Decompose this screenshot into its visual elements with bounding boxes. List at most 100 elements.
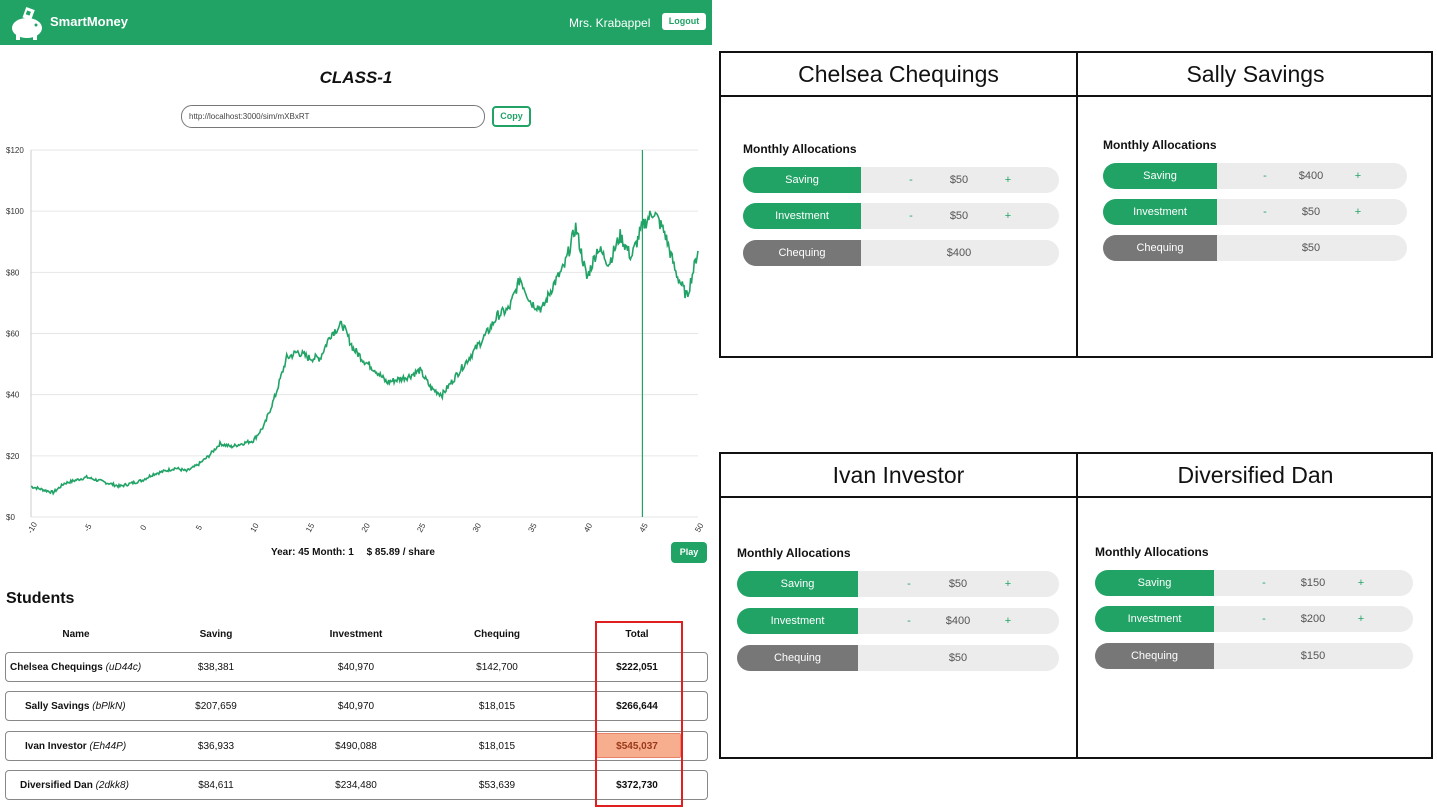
student-investment: $40,970 <box>337 701 375 712</box>
panel-title-dan: Diversified Dan <box>1177 462 1334 488</box>
student-total: $222,051 <box>616 662 658 673</box>
x-tick-label: 35 <box>526 521 539 534</box>
student-name: Sally Savings (bPlkN) <box>25 701 126 712</box>
y-tick-label: $40 <box>6 391 20 400</box>
navbar: SmartMoney Mrs. Krabappel Logout <box>0 0 712 45</box>
header-saving: Saving <box>199 629 233 640</box>
price-series-line <box>30 210 699 496</box>
chequing-tag: Chequing <box>1095 643 1214 669</box>
monthly-allocations-label: Monthly Allocations <box>743 142 857 156</box>
student-name: Diversified Dan (2dkk8) <box>20 780 129 791</box>
investment-value: $200 <box>1300 613 1326 625</box>
x-tick-label: -10 <box>26 520 40 535</box>
monthly-allocations-label: Monthly Allocations <box>1103 138 1217 152</box>
table-row[interactable]: Chelsea Chequings (uD44c) $38,381 $40,97… <box>5 652 708 682</box>
student-chequing: $142,700 <box>476 662 518 673</box>
student-total: $545,037 <box>616 741 658 752</box>
increase-button[interactable]: + <box>1004 174 1012 186</box>
saving-allocation: Saving - $50 + <box>737 571 1059 597</box>
saving-value: $50 <box>949 174 969 186</box>
student-saving: $36,933 <box>197 741 235 752</box>
chequing-tag: Chequing <box>743 240 861 266</box>
y-tick-label: $20 <box>6 452 20 461</box>
panel-divider <box>1076 53 1078 356</box>
monthly-allocations-label: Monthly Allocations <box>1095 545 1209 559</box>
x-tick-label: 30 <box>471 521 484 534</box>
investment-tag: Investment <box>1095 606 1214 632</box>
x-tick-label: 5 <box>194 523 204 532</box>
increase-button[interactable]: + <box>1357 577 1365 589</box>
x-tick-label: 20 <box>360 521 373 534</box>
investment-tag: Investment <box>743 203 861 229</box>
decrease-button[interactable]: - <box>907 578 911 590</box>
class-title: CLASS-1 <box>319 68 393 87</box>
copy-button[interactable]: Copy <box>492 106 531 127</box>
increase-button[interactable]: + <box>1004 578 1012 590</box>
y-tick-label: $0 <box>6 513 15 522</box>
increase-button[interactable]: + <box>1004 210 1012 222</box>
investment-allocation: Investment - $50 + <box>1103 199 1407 225</box>
investment-allocation: Investment - $50 + <box>743 203 1059 229</box>
year-month-label: Year: 45 Month: 1 <box>271 547 354 558</box>
chequing-tag: Chequing <box>1103 235 1217 261</box>
increase-button[interactable]: + <box>1354 206 1362 218</box>
header-chequing: Chequing <box>473 629 521 640</box>
table-row[interactable]: Diversified Dan (2dkk8) $84,611 $234,480… <box>5 770 708 800</box>
panel-title-ivan: Ivan Investor <box>832 462 965 488</box>
saving-tag: Saving <box>1095 570 1214 596</box>
x-tick-label: 25 <box>415 521 428 534</box>
investment-value: $50 <box>949 210 969 222</box>
decrease-button[interactable]: - <box>1263 170 1267 182</box>
students-heading: Students <box>6 590 75 607</box>
brand-name: SmartMoney <box>50 14 129 29</box>
logout-button[interactable]: Logout <box>662 13 706 30</box>
investment-tag: Investment <box>737 608 858 634</box>
saving-value: $400 <box>1298 170 1324 182</box>
y-tick-label: $100 <box>6 207 24 216</box>
increase-button[interactable]: + <box>1004 615 1012 627</box>
header-investment: Investment <box>329 629 383 640</box>
student-total: $266,644 <box>616 701 658 712</box>
decrease-button[interactable]: - <box>909 210 913 222</box>
decrease-button[interactable]: - <box>1262 577 1266 589</box>
student-chequing: $18,015 <box>478 741 516 752</box>
saving-allocation: Saving - $150 + <box>1095 570 1413 596</box>
panel-group-top: Chelsea Chequings Monthly Allocations Sa… <box>719 51 1433 358</box>
table-row[interactable]: Sally Savings (bPlkN) $207,659 $40,970 $… <box>5 691 708 721</box>
decrease-button[interactable]: - <box>909 174 913 186</box>
increase-button[interactable]: + <box>1354 170 1362 182</box>
decrease-button[interactable]: - <box>907 615 911 627</box>
chequing-allocation: Chequing $400 <box>743 240 1059 266</box>
y-tick-label: $60 <box>6 330 20 339</box>
chequing-value: $50 <box>948 652 968 664</box>
share-url-input[interactable] <box>181 105 485 128</box>
x-tick-label: 10 <box>249 521 262 534</box>
chequing-allocation: Chequing $50 <box>737 645 1059 671</box>
saving-allocation: Saving - $50 + <box>743 167 1059 193</box>
x-tick-label: 50 <box>693 521 706 534</box>
header-total: Total <box>625 629 649 640</box>
student-chequing: $53,639 <box>478 780 516 791</box>
decrease-button[interactable]: - <box>1263 206 1267 218</box>
table-row[interactable]: Ivan Investor (Eh44P) $36,933 $490,088 $… <box>5 731 708 761</box>
student-saving: $207,659 <box>195 701 237 712</box>
total-column-annotation-box <box>595 621 683 807</box>
student-chequing: $18,015 <box>478 701 516 712</box>
increase-button[interactable]: + <box>1357 613 1365 625</box>
chequing-tag: Chequing <box>737 645 858 671</box>
investment-value: $400 <box>945 615 971 627</box>
user-name: Mrs. Krabappel <box>569 16 651 30</box>
panel-group-bottom: Ivan Investor Monthly Allocations Saving… <box>719 452 1433 759</box>
investment-value: $50 <box>1301 206 1321 218</box>
play-button[interactable]: Play <box>671 542 707 563</box>
investment-tag: Investment <box>1103 199 1217 225</box>
x-tick-label: 45 <box>638 521 651 534</box>
student-investment: $40,970 <box>337 662 375 673</box>
student-saving: $84,611 <box>198 780 234 791</box>
saving-allocation: Saving - $400 + <box>1103 163 1407 189</box>
chequing-value: $400 <box>946 247 972 259</box>
x-tick-label: 15 <box>304 521 317 534</box>
investment-allocation: Investment - $200 + <box>1095 606 1413 632</box>
saving-tag: Saving <box>1103 163 1217 189</box>
decrease-button[interactable]: - <box>1262 613 1266 625</box>
